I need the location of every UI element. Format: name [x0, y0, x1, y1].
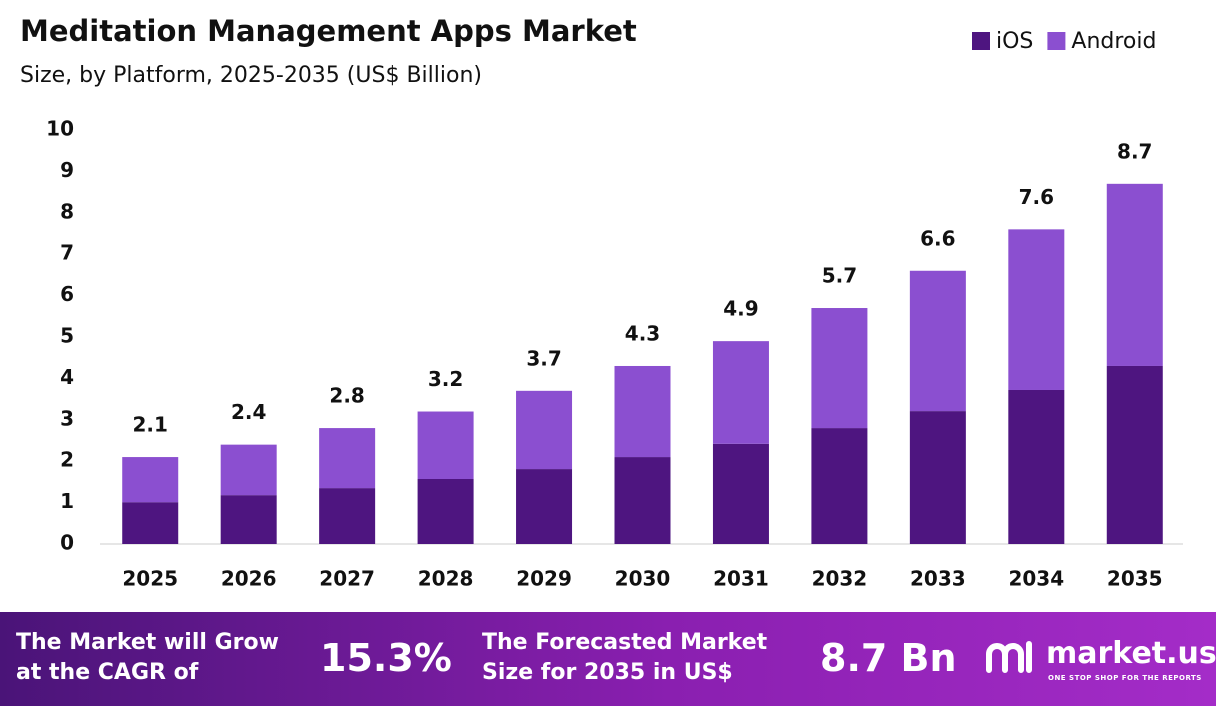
bar-segment — [811, 308, 868, 429]
y-tick-label: 9 — [60, 158, 74, 182]
bar-segment — [712, 443, 769, 544]
total-label: 2.1 — [133, 413, 168, 437]
x-tick-label: 2032 — [812, 567, 868, 591]
x-tick-label: 2034 — [1008, 567, 1064, 591]
y-tick-label: 7 — [60, 241, 74, 265]
bar-segment — [811, 428, 868, 544]
legend-label: iOS — [996, 29, 1033, 54]
cagr-text: The Market will Grow at the CAGR of — [16, 630, 279, 685]
bar-segment — [417, 411, 474, 480]
y-tick-label: 4 — [60, 365, 74, 389]
y-tick-label: 5 — [60, 324, 74, 348]
bar-segment — [909, 411, 966, 544]
total-label: 6.6 — [920, 226, 955, 250]
x-tick-label: 2029 — [516, 567, 572, 591]
forecast-text: The Forecasted Market Size for 2035 in U… — [482, 630, 768, 685]
total-label: 5.7 — [822, 264, 857, 288]
x-tick-label: 2025 — [122, 567, 178, 591]
bar-segment — [122, 502, 179, 544]
total-label: 3.2 — [428, 367, 463, 391]
x-tick-label: 2031 — [713, 567, 769, 591]
x-tick-label: 2028 — [418, 567, 474, 591]
y-tick-label: 2 — [60, 448, 74, 472]
y-tick-label: 1 — [60, 489, 74, 513]
bar-segment — [220, 444, 277, 496]
y-tick-label: 10 — [46, 117, 74, 141]
legend-swatch — [1047, 32, 1066, 50]
legend: iOS Android — [972, 29, 1156, 54]
bar-segment — [516, 469, 573, 544]
total-label: 8.7 — [1117, 139, 1152, 163]
bar-segment — [319, 488, 376, 544]
chart-subtitle: Size, by Platform, 2025-2035 (US$ Billio… — [20, 63, 482, 88]
x-tick-label: 2030 — [615, 567, 671, 591]
chart: Meditation Management Apps Market Size, … — [20, 14, 1183, 591]
bar-segment — [1106, 183, 1163, 366]
legend-label: Android — [1071, 29, 1156, 54]
total-label: 7.6 — [1019, 185, 1054, 209]
x-tick-label: 2035 — [1107, 567, 1163, 591]
total-label: 2.4 — [231, 400, 266, 424]
y-tick-label: 0 — [60, 531, 74, 555]
bar-segment — [220, 495, 277, 544]
bar-segment — [614, 457, 671, 544]
cagr-value: 15.3% — [320, 636, 452, 680]
x-tick-label: 2026 — [221, 567, 277, 591]
y-tick-label: 3 — [60, 406, 74, 430]
chart-title: Meditation Management Apps Market — [20, 14, 637, 48]
bar-segment — [516, 390, 573, 470]
forecast-value: 8.7 Bn — [820, 636, 957, 680]
legend-swatch — [972, 32, 990, 50]
total-label: 4.3 — [625, 321, 660, 345]
footer-banner: The Market will Grow at the CAGR of 15.3… — [0, 612, 1216, 706]
bar-segment — [1008, 229, 1065, 390]
brand-name: market.us — [1046, 636, 1216, 671]
bar-segment — [319, 428, 376, 489]
total-label: 4.9 — [723, 297, 758, 321]
bar-segment — [1106, 365, 1163, 544]
y-tick-label: 8 — [60, 199, 74, 223]
y-tick-label: 6 — [60, 282, 74, 306]
bar-segment — [417, 479, 474, 544]
x-tick-label: 2033 — [910, 567, 966, 591]
bar-segment — [909, 270, 966, 412]
bar-segment — [614, 365, 671, 458]
total-label: 2.8 — [329, 384, 364, 408]
brand-icon — [986, 641, 1032, 673]
bar-segment — [1008, 389, 1065, 544]
bar-segment — [122, 457, 179, 503]
x-tick-label: 2027 — [319, 567, 375, 591]
brand-tagline: ONE STOP SHOP FOR THE REPORTS — [1048, 674, 1202, 682]
total-label: 3.7 — [526, 346, 561, 370]
bar-segment — [712, 341, 769, 444]
